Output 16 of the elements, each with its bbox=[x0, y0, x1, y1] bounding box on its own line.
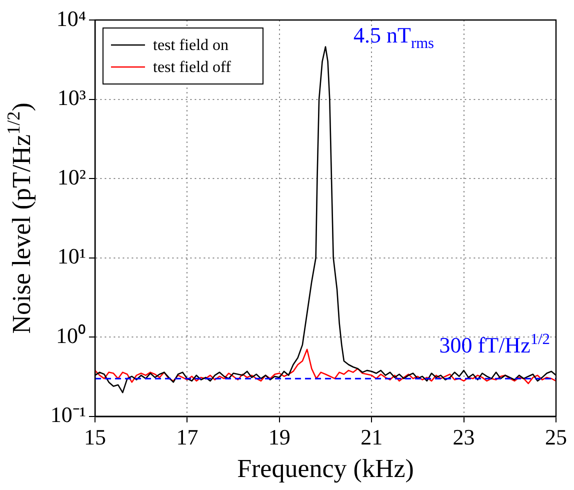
x-tick-label: 15 bbox=[84, 424, 106, 450]
y-tick-label: 10⁰ bbox=[56, 322, 86, 348]
x-axis-title: Frequency (kHz) bbox=[237, 454, 414, 484]
x-tick-label: 23 bbox=[452, 424, 475, 450]
x-tick-label: 21 bbox=[360, 424, 383, 450]
y-tick-label: 10³ bbox=[57, 85, 86, 110]
y-tick-label: 10¹ bbox=[57, 244, 86, 269]
legend-label: test field off bbox=[153, 59, 232, 76]
x-tick-label: 17 bbox=[176, 424, 198, 450]
y-tick-label: 10⁻¹ bbox=[50, 402, 86, 428]
y-axis-title: Noise level (pT/Hz1/2) bbox=[4, 102, 36, 334]
x-tick-label: 25 bbox=[545, 424, 567, 450]
x-tick-label: 19 bbox=[268, 424, 290, 450]
y-tick-label: 10⁴ bbox=[56, 6, 86, 31]
legend-label: test field on bbox=[153, 37, 229, 54]
y-tick-label: 10² bbox=[57, 164, 86, 190]
